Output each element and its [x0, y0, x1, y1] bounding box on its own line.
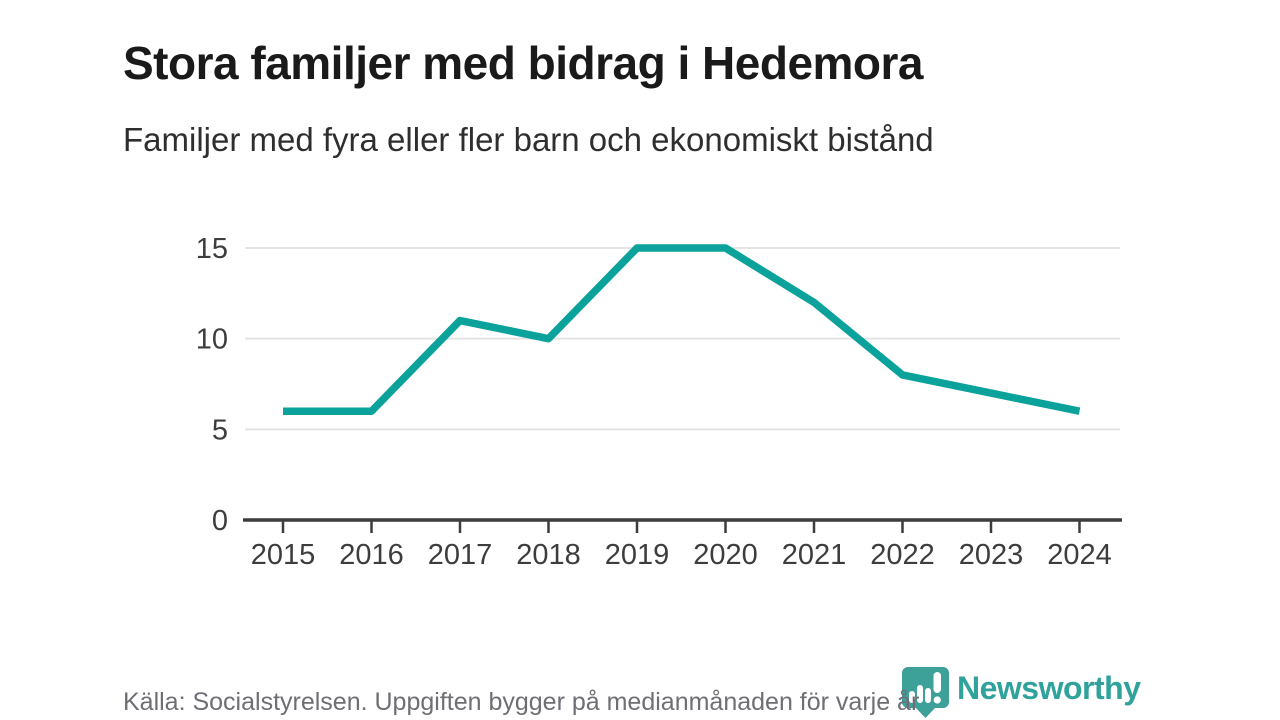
x-axis-tick-label: 2021 — [782, 539, 847, 571]
source-note: Källa: Socialstyrelsen. Uppgiften bygger… — [123, 688, 920, 716]
data-line — [283, 244, 1081, 415]
x-axis-tick-label: 2017 — [428, 539, 493, 571]
x-axis-tick-label: 2024 — [1047, 539, 1112, 571]
newsworthy-barchart-bubble-icon — [902, 667, 949, 718]
y-axis-tick-label: 5 — [212, 414, 228, 446]
newsworthy-logo: Newsworthy — [902, 667, 1141, 718]
chart-subtitle: Familjer med fyra eller fler barn och ek… — [123, 121, 934, 158]
y-axis-tick-label: 10 — [196, 324, 228, 356]
x-axis-tick-label: 2019 — [605, 539, 670, 571]
x-axis-tick-label: 2015 — [251, 539, 316, 571]
x-axis-tick-label: 2022 — [870, 539, 935, 571]
chart-title: Stora familjer med bidrag i Hedemora — [123, 36, 924, 89]
x-axis-tick-label: 2020 — [693, 539, 758, 571]
x-axis-tick-label: 2018 — [516, 539, 581, 571]
x-axis-tick-label: 2016 — [339, 539, 404, 571]
newsworthy-logo-text: Newsworthy — [957, 670, 1141, 706]
x-axis-tick-label: 2023 — [959, 539, 1024, 571]
y-axis-tick-label: 15 — [196, 233, 228, 265]
y-axis-tick-label: 0 — [212, 505, 228, 537]
